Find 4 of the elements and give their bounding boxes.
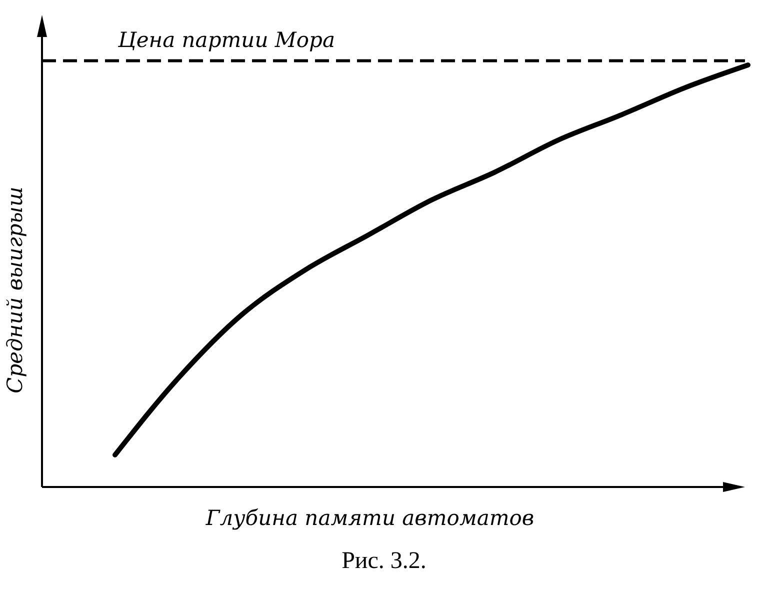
x-axis-title: Глубина памяти автоматов (204, 506, 534, 530)
text: Рис. 3.2. (342, 548, 426, 574)
y-axis-title: Средний выигрыш (3, 186, 27, 394)
ref-line-label: Цена партии Мора (117, 28, 336, 52)
